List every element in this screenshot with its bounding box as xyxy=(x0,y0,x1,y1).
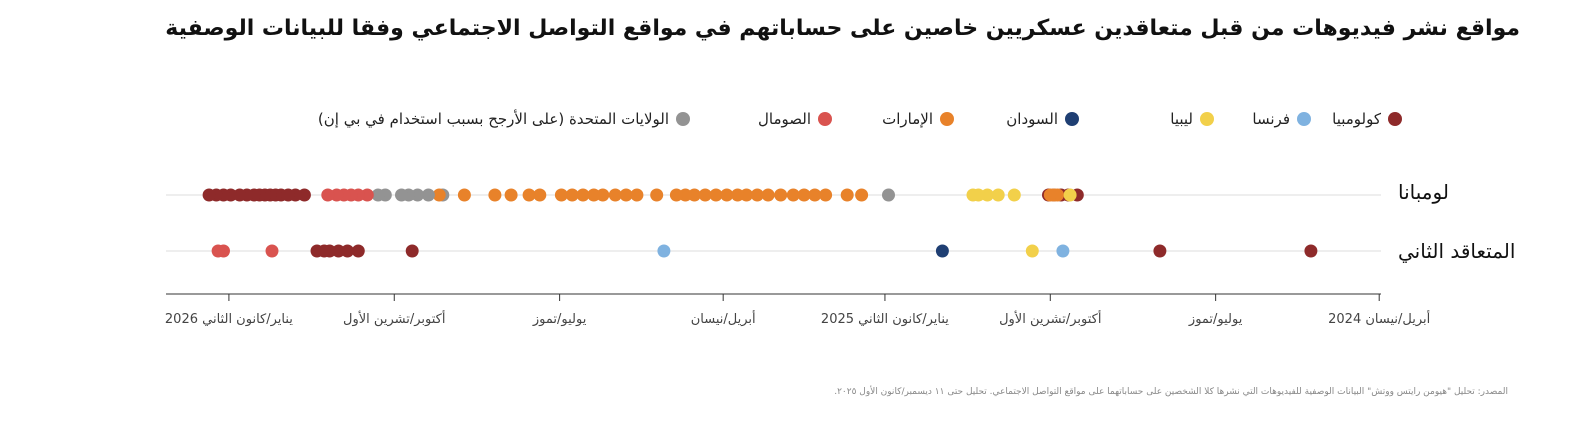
data-point xyxy=(488,188,502,202)
legend-label: كولومبيا xyxy=(1332,110,1381,128)
data-point xyxy=(1025,244,1039,258)
data-point xyxy=(882,188,895,202)
data-point xyxy=(411,188,425,202)
x-tick-label: أبريل/نيسان 2024 xyxy=(1328,312,1431,327)
data-point xyxy=(421,188,435,202)
x-tick-label: أكتوبر/تشرين الأول xyxy=(343,312,446,327)
row-label-second-contractor: المتعاقد الثاني xyxy=(1398,239,1516,263)
data-point xyxy=(630,188,644,202)
data-point xyxy=(1043,188,1057,202)
data-point xyxy=(786,188,800,202)
data-point xyxy=(608,188,622,202)
x-tick-label: يناير/كانون الثاني 2026 xyxy=(164,312,293,327)
data-point xyxy=(332,244,345,258)
data-point xyxy=(678,188,692,202)
legend-item: كولومبيا xyxy=(1332,110,1402,128)
data-point xyxy=(360,188,374,202)
data-point xyxy=(554,188,568,202)
legend-swatch xyxy=(818,112,832,126)
data-point xyxy=(709,188,723,202)
data-point xyxy=(432,188,446,202)
legend-label: فرنسا xyxy=(1252,110,1290,128)
data-point xyxy=(774,188,788,202)
data-point xyxy=(533,188,547,202)
data-point xyxy=(855,188,869,202)
data-point xyxy=(619,188,633,202)
data-point xyxy=(669,188,683,202)
x-tick-label: يوليو/تموز xyxy=(1188,312,1243,327)
data-point xyxy=(698,188,712,202)
legend-swatch xyxy=(1297,112,1311,126)
data-point xyxy=(966,188,980,202)
data-point xyxy=(297,188,311,202)
data-point xyxy=(819,188,833,202)
legend-swatch xyxy=(1065,112,1079,126)
legend-label: الصومال xyxy=(758,110,811,128)
legend-swatch xyxy=(1200,112,1214,126)
legend-item: فرنسا xyxy=(1252,110,1311,128)
data-point xyxy=(761,188,775,202)
data-point xyxy=(371,188,385,202)
data-point xyxy=(840,188,854,202)
legend-label: السودان xyxy=(1006,110,1058,128)
data-point xyxy=(687,188,701,202)
data-point xyxy=(991,188,1005,202)
data-point xyxy=(1056,244,1070,258)
legend-item: السودان xyxy=(1006,110,1079,128)
data-point xyxy=(395,188,408,202)
data-point xyxy=(351,244,365,258)
source-note: المصدر: تحليل "هيومن رايتس ووتش" البيانا… xyxy=(834,387,1508,397)
data-point xyxy=(522,188,536,202)
data-point xyxy=(341,244,354,258)
data-point xyxy=(1063,188,1077,202)
data-point xyxy=(720,188,734,202)
data-point xyxy=(750,188,764,202)
data-point xyxy=(650,188,664,202)
data-point xyxy=(330,188,344,202)
legend-label: الإمارات xyxy=(882,110,933,128)
data-point xyxy=(565,188,579,202)
legend-item: الإمارات xyxy=(882,110,954,128)
data-point xyxy=(935,244,949,258)
x-tick-label: أبريل/نيسان xyxy=(690,312,756,327)
data-point xyxy=(587,188,601,202)
legend-swatch xyxy=(676,112,690,126)
legend-label: الولايات المتحدة (على الأرجح بسبب استخدا… xyxy=(317,110,669,128)
data-point xyxy=(310,244,324,258)
data-point xyxy=(211,244,225,258)
x-tick-label: يناير/كانون الثاني 2025 xyxy=(820,312,949,327)
legend-label: ليبيا xyxy=(1170,110,1193,128)
legend-item: الولايات المتحدة (على الأرجح بسبب استخدا… xyxy=(318,110,690,128)
data-point xyxy=(457,188,471,202)
data-point xyxy=(576,188,590,202)
data-point xyxy=(504,188,518,202)
legend-item: الصومال xyxy=(758,110,832,128)
data-point xyxy=(233,188,247,202)
data-point xyxy=(1153,244,1167,258)
legend-swatch xyxy=(940,112,954,126)
data-point xyxy=(657,244,671,258)
data-point xyxy=(797,188,811,202)
data-point xyxy=(202,188,216,202)
data-point xyxy=(265,244,279,258)
data-point xyxy=(596,188,610,202)
data-point xyxy=(1007,188,1021,202)
data-point xyxy=(405,244,419,258)
x-tick-label: يوليو/تموز xyxy=(532,312,587,327)
data-point xyxy=(1304,244,1318,258)
legend-swatch xyxy=(1388,112,1402,126)
data-point xyxy=(808,188,822,202)
data-point xyxy=(740,188,753,202)
data-point xyxy=(980,188,994,202)
data-point xyxy=(731,188,745,202)
chart-title: مواقع نشر فيديوهات من قبل متعاقدين عسكري… xyxy=(165,16,1520,41)
x-tick-label: أكتوبر/تشرين الأول xyxy=(999,312,1102,327)
legend-item: ليبيا xyxy=(1170,110,1214,128)
row-label-lombana: لومبانا xyxy=(1398,180,1449,204)
data-point xyxy=(321,188,335,202)
